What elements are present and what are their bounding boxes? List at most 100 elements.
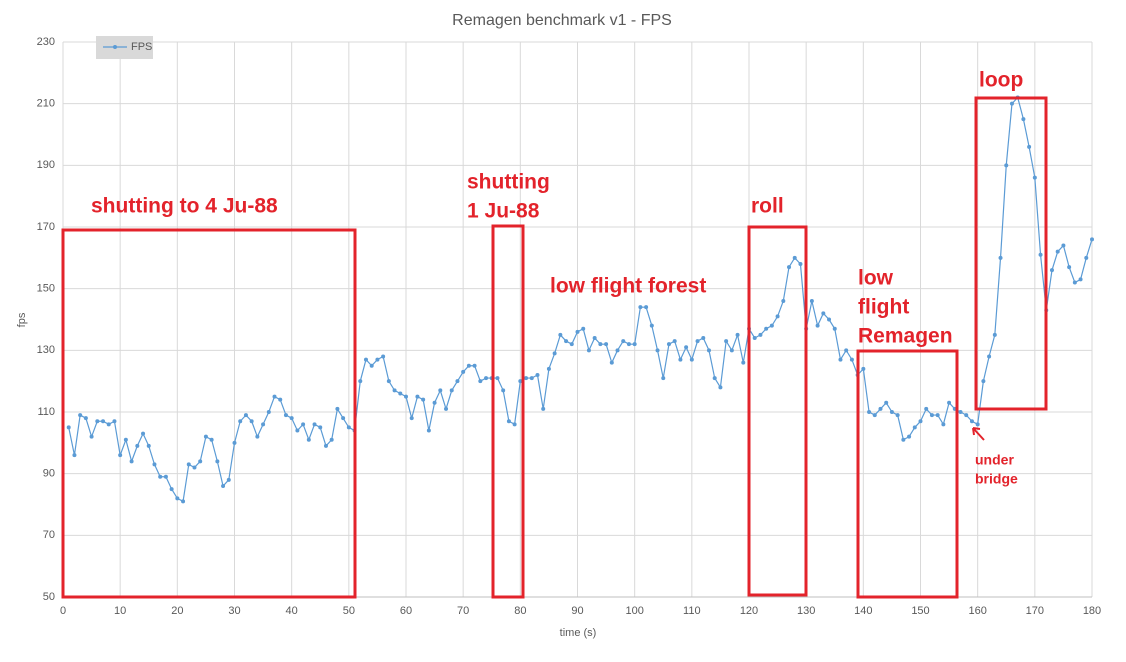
x-tick-label: 20: [171, 605, 183, 617]
annotation: low: [858, 267, 894, 290]
data-point: [758, 332, 763, 337]
data-point: [581, 326, 586, 331]
data-point: [832, 326, 837, 331]
data-point: [358, 379, 363, 384]
data-point: [215, 459, 220, 464]
data-point: [586, 348, 591, 353]
data-point: [66, 425, 71, 430]
data-point: [872, 413, 877, 418]
data-point: [929, 413, 934, 418]
data-point: [895, 413, 900, 418]
x-tick-label: 0: [60, 605, 66, 617]
data-point: [181, 499, 186, 504]
annotation-box: [61, 228, 357, 599]
data-point: [1061, 243, 1066, 248]
data-point: [398, 391, 403, 396]
data-point: [661, 376, 666, 381]
data-point: [266, 410, 271, 414]
data-point: [1027, 144, 1032, 149]
x-tick-label: 160: [968, 605, 986, 617]
x-tick-label: 60: [400, 605, 412, 617]
data-point: [495, 376, 500, 381]
data-point: [346, 425, 351, 430]
data-point: [518, 379, 523, 384]
data-point: [729, 348, 734, 353]
data-point: [706, 348, 711, 353]
legend: FPS: [96, 36, 153, 59]
data-point: [867, 410, 872, 414]
data-point: [318, 425, 323, 430]
data-point: [249, 419, 254, 424]
data-point: [964, 413, 969, 418]
y-tick-label: 150: [37, 283, 55, 295]
data-point: [695, 339, 700, 344]
data-point: [466, 363, 471, 368]
y-tick-label: 70: [43, 529, 55, 541]
data-point: [198, 459, 203, 464]
data-point: [924, 406, 929, 411]
data-point: [552, 351, 557, 356]
data-point: [101, 419, 106, 424]
data-point: [775, 314, 780, 319]
x-tick-label: 100: [625, 605, 643, 617]
data-point: [238, 419, 243, 424]
data-point: [861, 366, 866, 371]
y-tick-label: 50: [43, 591, 55, 603]
data-point: [764, 326, 769, 331]
data-point: [838, 357, 843, 362]
data-point: [524, 376, 529, 381]
data-point: [112, 419, 117, 424]
data-point: [1038, 252, 1043, 257]
data-point: [535, 373, 540, 377]
data-point: [769, 323, 774, 328]
data-point: [141, 431, 146, 436]
data-point: [947, 400, 952, 405]
data-point: [1004, 163, 1009, 168]
data-point: [404, 394, 408, 399]
data-point: [146, 443, 151, 448]
data-point: [158, 474, 163, 479]
data-point: [941, 422, 946, 427]
annotation-box: [856, 349, 959, 599]
data-point: [1078, 277, 1083, 282]
x-tick-label: 150: [911, 605, 929, 617]
data-point: [261, 422, 266, 427]
legend-label: FPS: [131, 41, 152, 53]
data-point: [1021, 117, 1026, 122]
data-point: [421, 397, 426, 402]
data-point: [152, 462, 157, 467]
data-point: [478, 379, 483, 384]
data-point: [426, 428, 431, 433]
data-point: [312, 422, 317, 427]
data-point: [1009, 101, 1014, 106]
data-point: [712, 376, 717, 381]
data-point: [175, 496, 180, 501]
data-point: [243, 413, 248, 418]
data-point: [1055, 249, 1060, 254]
data-point: [306, 437, 311, 442]
data-point: [186, 462, 191, 467]
data-point: [655, 348, 660, 353]
y-axis-label: fps: [16, 312, 28, 327]
data-point: [672, 339, 677, 344]
data-point: [827, 317, 832, 322]
data-point: [221, 484, 226, 488]
data-point: [718, 385, 723, 390]
data-point: [106, 422, 111, 427]
data-point: [83, 416, 88, 421]
data-point: [78, 413, 83, 418]
data-point: [735, 332, 740, 337]
data-point: [809, 299, 814, 303]
data-point: [272, 394, 277, 399]
data-point: [529, 376, 534, 381]
data-point: [444, 406, 449, 411]
data-point: [123, 437, 128, 442]
data-point: [232, 440, 237, 445]
data-point: [375, 357, 380, 362]
data-point: [678, 357, 683, 362]
data-point: [781, 299, 786, 303]
data-point: [1032, 175, 1037, 180]
annotation: shutting to 4 Ju-88: [91, 195, 278, 218]
annotation: low flight forest: [550, 275, 706, 298]
